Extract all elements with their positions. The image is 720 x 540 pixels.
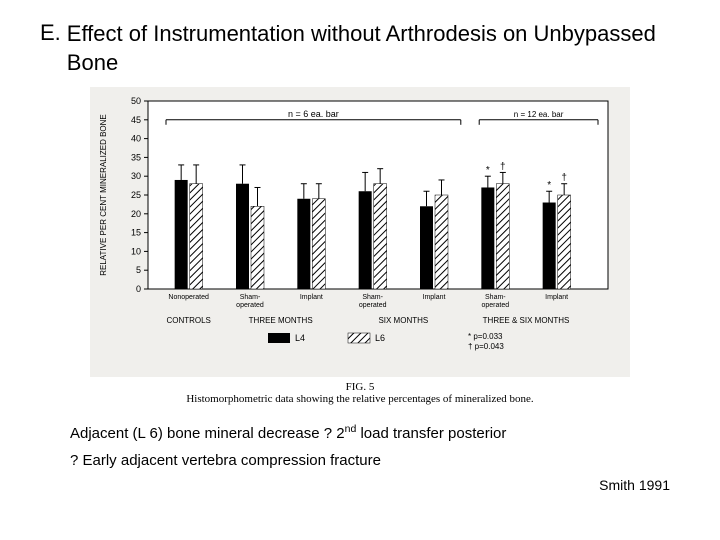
svg-text:CONTROLS: CONTROLS	[166, 316, 210, 325]
svg-text:Sham-: Sham-	[240, 294, 261, 301]
svg-text:5: 5	[136, 265, 141, 275]
svg-text:*: *	[547, 180, 551, 191]
svg-text:†: †	[500, 162, 506, 173]
svg-text:Sham-: Sham-	[485, 294, 506, 301]
svg-text:25: 25	[131, 190, 141, 200]
svg-text:Implant: Implant	[300, 294, 323, 301]
svg-text:* p=0.033: * p=0.033	[468, 332, 503, 341]
svg-text:Implant: Implant	[423, 294, 446, 301]
svg-text:RELATIVE PER CENT MINERALIZED: RELATIVE PER CENT MINERALIZED BONE	[99, 114, 108, 276]
svg-text:50: 50	[131, 96, 141, 106]
svg-text:operated: operated	[482, 302, 510, 309]
svg-text:0: 0	[136, 284, 141, 294]
svg-text:† p=0.043: † p=0.043	[468, 342, 504, 351]
svg-text:40: 40	[131, 134, 141, 144]
svg-text:†: †	[561, 173, 567, 184]
svg-text:15: 15	[131, 228, 141, 238]
svg-text:n = 6 ea. bar: n = 6 ea. bar	[288, 109, 339, 119]
figure-label: FIG. 5	[346, 381, 375, 393]
svg-text:operated: operated	[236, 302, 264, 309]
svg-text:L4: L4	[295, 333, 305, 343]
title-bullet: E.	[40, 20, 61, 46]
svg-text:L6: L6	[375, 333, 385, 343]
note1-pre: Adjacent (L 6) bone mineral decrease ? 2	[70, 425, 345, 442]
svg-text:35: 35	[131, 153, 141, 163]
svg-text:20: 20	[131, 209, 141, 219]
note1-post: load transfer posterior	[356, 425, 506, 442]
title-row: E. Effect of Instrumentation without Art…	[40, 20, 680, 77]
svg-text:30: 30	[131, 171, 141, 181]
svg-text:10: 10	[131, 247, 141, 257]
note-line-1: Adjacent (L 6) bone mineral decrease ? 2…	[70, 423, 680, 442]
note1-ord: nd	[345, 423, 357, 435]
svg-text:45: 45	[131, 115, 141, 125]
svg-text:n = 12 ea. bar: n = 12 ea. bar	[514, 110, 564, 119]
chart-wrapper: 0 5 10 15 20 25 30 35 40 45 50 RELATIVE PER CENT MI…	[90, 87, 630, 405]
figure-caption: FIG. 5 Histomorphometric data showing th…	[90, 381, 630, 405]
svg-text:operated: operated	[359, 302, 387, 309]
svg-text:Implant: Implant	[545, 294, 568, 301]
svg-text:THREE & SIX MONTHS: THREE & SIX MONTHS	[483, 316, 570, 325]
bar-chart: 0 5 10 15 20 25 30 35 40 45 50 RELATIVE PER CENT MI…	[90, 87, 630, 377]
svg-text:Nonoperated: Nonoperated	[168, 294, 209, 301]
note-line-2: ? Early adjacent vertebra compression fr…	[70, 452, 680, 469]
source-citation: Smith 1991	[40, 477, 670, 493]
title-text: Effect of Instrumentation without Arthro…	[67, 20, 680, 77]
figure-caption-text: Histomorphometric data showing the relat…	[186, 393, 533, 405]
svg-text:SIX MONTHS: SIX MONTHS	[378, 316, 428, 325]
svg-text:*: *	[486, 165, 490, 176]
svg-text:Sham-: Sham-	[362, 294, 383, 301]
slide: E. Effect of Instrumentation without Art…	[0, 0, 720, 540]
svg-text:THREE MONTHS: THREE MONTHS	[249, 316, 313, 325]
